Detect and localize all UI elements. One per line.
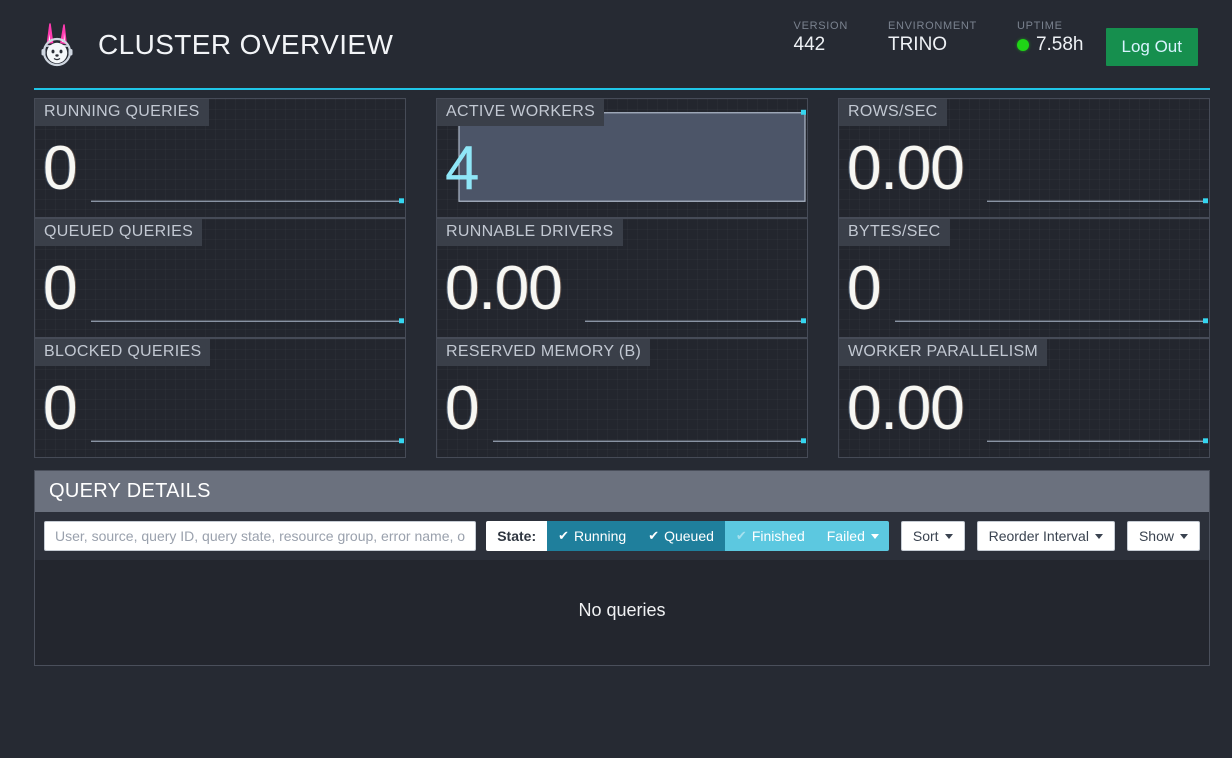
sparkline-chart [35,99,405,217]
stat-tile: QUEUED QUERIES 0 [34,218,406,338]
header-status-group: VERSION 442 ENVIRONMENT TRINO UPTIME 7.5… [794,20,1198,70]
state-filter-finished-label: Finished [751,528,805,544]
version-block: VERSION 442 [794,20,864,56]
state-filter-failed-dropdown[interactable]: Failed [815,521,889,551]
state-filter-failed-label: Failed [826,528,865,544]
show-label: Show [1138,528,1174,544]
page-title: CLUSTER OVERVIEW [98,29,394,60]
sparkline-chart [839,99,1209,217]
uptime-block: UPTIME 7.58h [993,20,1106,56]
stat-tile-value: 0 [43,374,77,443]
stat-tile-value: 0 [445,374,479,443]
version-label: VERSION [793,20,848,32]
sparkline-chart [839,339,1209,457]
trino-bunny-logo-icon [41,23,73,67]
brand: CLUSTER OVERVIEW [34,21,393,69]
check-icon: ✔ [558,528,570,543]
query-details-toolbar: State: ✔ Running ✔ Queued ✔ Finished Fai… [35,512,1209,560]
status-indicator-icon [1016,39,1029,52]
chevron-down-icon [870,533,879,539]
stat-tile-value: 0 [847,254,881,323]
header-accent-rule [34,88,1210,90]
stat-tile: RESERVED MEMORY (B) 0 [436,338,808,458]
sparkline-chart [35,339,405,457]
stat-tile-value: 0.00 [847,134,965,203]
stat-tile-label: BYTES/SEC [839,219,950,246]
version-value: 442 [793,34,826,55]
logout-button[interactable]: Log Out [1105,28,1198,66]
stat-tile-label: QUEUED QUERIES [35,219,203,246]
environment-label: ENVIRONMENT [887,20,977,32]
sort-dropdown[interactable]: Sort [900,521,965,551]
sparkline-chart [437,339,807,457]
check-icon: ✔ [735,528,747,543]
stat-tile-value: 0 [43,134,77,203]
stat-tile-label: ROWS/SEC [839,99,947,126]
query-list-empty-message: No queries [35,560,1209,665]
stat-tile: WORKER PARALLELISM 0.00 [838,338,1210,458]
chevron-down-icon [1094,533,1103,539]
stat-tile: ACTIVE WORKERS 4 [436,98,808,218]
show-dropdown[interactable]: Show [1126,521,1200,551]
sparkline-chart [839,219,1209,337]
stat-tile-value: 0.00 [445,254,563,323]
stat-tile-label: RUNNABLE DRIVERS [437,219,623,246]
stat-tile-label: WORKER PARALLELISM [839,339,1048,366]
stat-tile-value: 4 [445,134,479,203]
environment-value: TRINO [887,34,948,55]
query-details-panel: QUERY DETAILS State: ✔ Running ✔ Queued … [34,470,1210,666]
query-details-title: QUERY DETAILS [35,471,1209,512]
environment-block: ENVIRONMENT TRINO [864,20,993,56]
sparkline-chart [437,219,807,337]
reorder-interval-label: Reorder Interval [988,528,1089,544]
sparkline-chart [437,99,807,217]
sparkline-chart [35,219,405,337]
state-filter-queued-label: Queued [664,528,714,544]
stat-tile: RUNNING QUERIES 0 [34,98,406,218]
stat-tile-label: BLOCKED QUERIES [35,339,211,366]
state-filter-label: State: [486,521,548,551]
state-filter-running-label: Running [574,528,627,544]
stat-tile-value: 0.00 [847,374,965,443]
uptime-value: 7.58h [1035,34,1084,55]
sort-label: Sort [912,528,939,544]
stat-tile: RUNNABLE DRIVERS 0.00 [436,218,808,338]
stat-tile: ROWS/SEC 0.00 [838,98,1210,218]
stat-tile-value: 0 [43,254,77,323]
app-header: CLUSTER OVERVIEW VERSION 442 ENVIRONMENT… [0,0,1232,90]
stat-tile-label: RESERVED MEMORY (B) [437,339,651,366]
cluster-stat-grid: RUNNING QUERIES 0 ACTIVE WORKERS 4 ROWS/SEC 0… [0,90,1232,458]
stat-tile-label: ACTIVE WORKERS [437,99,605,126]
stat-tile: BYTES/SEC 0 [838,218,1210,338]
state-filter-finished[interactable]: ✔ Finished [724,521,816,551]
reorder-interval-dropdown[interactable]: Reorder Interval [976,521,1115,551]
stat-tile: BLOCKED QUERIES 0 [34,338,406,458]
chevron-down-icon [944,533,953,539]
query-search-input[interactable] [44,521,477,551]
state-filter-group: State: ✔ Running ✔ Queued ✔ Finished Fai… [486,521,889,551]
chevron-down-icon [1180,533,1188,539]
check-icon: ✔ [648,528,660,543]
state-filter-queued[interactable]: ✔ Queued [637,521,725,551]
uptime-label: UPTIME [1016,20,1063,32]
state-filter-running[interactable]: ✔ Running [547,521,638,551]
stat-tile-label: RUNNING QUERIES [35,99,209,126]
